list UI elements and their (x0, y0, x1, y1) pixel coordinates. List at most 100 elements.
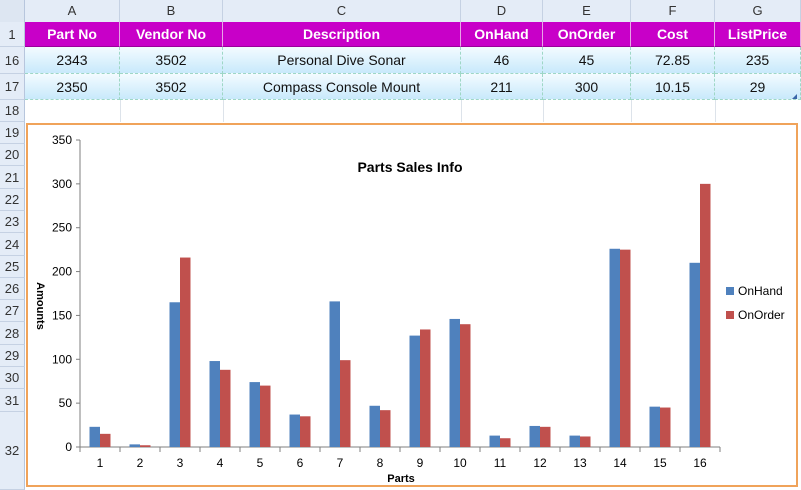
table-cell[interactable]: 10.15 (631, 74, 715, 100)
legend-swatch-onhand (726, 287, 734, 295)
select-all-corner[interactable] (0, 0, 25, 22)
bar-onorder-12 (540, 426, 551, 447)
row-header[interactable]: 24 (0, 233, 25, 256)
gridline (461, 100, 462, 122)
bar-onhand-12 (529, 425, 540, 447)
row-header[interactable]: 32 (0, 412, 25, 490)
x-tick-label: 10 (453, 456, 467, 470)
row-header[interactable]: 16 (0, 47, 25, 74)
x-tick-label: 6 (297, 456, 304, 470)
y-tick-label: 300 (52, 177, 72, 191)
row-header[interactable]: 21 (0, 166, 25, 189)
row-header[interactable]: 31 (0, 389, 25, 412)
column-header-a[interactable]: A (25, 0, 120, 22)
x-tick-label: 2 (137, 456, 144, 470)
table-cell[interactable]: 2343 (25, 47, 120, 74)
row-header[interactable]: 23 (0, 211, 25, 233)
row-header[interactable]: 19 (0, 122, 25, 144)
column-header-c[interactable]: C (223, 0, 461, 22)
row-header[interactable]: 30 (0, 367, 25, 389)
legend-swatch-onorder (726, 311, 734, 319)
y-axis-label: Amounts (34, 282, 46, 330)
x-tick-label: 3 (177, 456, 184, 470)
row-header[interactable]: 28 (0, 322, 25, 345)
row-header[interactable]: 22 (0, 189, 25, 211)
bar-onorder-10 (460, 324, 471, 447)
chart-title: Parts Sales Info (357, 159, 462, 175)
table-cell[interactable]: 72.85 (631, 47, 715, 74)
bar-onhand-14 (609, 248, 620, 447)
row-header[interactable]: 29 (0, 345, 25, 367)
column-header-e[interactable]: E (543, 0, 631, 22)
row-header[interactable]: 25 (0, 256, 25, 278)
row-header[interactable]: 27 (0, 300, 25, 322)
gridline (715, 100, 716, 122)
column-header-g[interactable]: G (715, 0, 801, 22)
column-header-d[interactable]: D (461, 0, 543, 22)
y-tick-label: 100 (52, 352, 72, 366)
header-cell-listprice[interactable]: ListPrice (715, 22, 801, 47)
header-cell-cost[interactable]: Cost (631, 22, 715, 47)
bar-onhand-10 (449, 318, 460, 447)
bar-onorder-7 (340, 360, 351, 447)
column-header-bar: A B C D E F G (0, 0, 801, 23)
x-tick-label: 14 (613, 456, 627, 470)
row-header[interactable]: 1 (0, 22, 25, 47)
bar-onhand-7 (329, 301, 340, 447)
bar-onhand-8 (369, 405, 380, 447)
table-cell[interactable]: 235 (715, 47, 801, 74)
row-header[interactable]: 17 (0, 74, 25, 100)
row-header[interactable]: 18 (0, 100, 25, 122)
y-tick-label: 200 (52, 265, 72, 279)
bar-onhand-5 (249, 382, 260, 447)
table-cell[interactable]: 3502 (120, 47, 223, 74)
bar-onorder-2 (140, 445, 151, 447)
column-header-b[interactable]: B (120, 0, 223, 22)
bar-onorder-15 (660, 407, 671, 447)
table-cell[interactable]: Compass Console Mount (223, 74, 461, 100)
y-tick-label: 150 (52, 308, 72, 322)
table-resize-handle-icon[interactable] (792, 94, 797, 99)
gridline (631, 100, 632, 122)
header-cell-vendor-no[interactable]: Vendor No (120, 22, 223, 47)
legend-label-onhand: OnHand (738, 284, 783, 298)
bar-onorder-8 (380, 410, 391, 447)
table-cell[interactable]: 29 (715, 74, 801, 100)
y-tick-label: 50 (59, 396, 73, 410)
table-cell[interactable]: Personal Dive Sonar (223, 47, 461, 74)
x-tick-label: 5 (257, 456, 264, 470)
header-cell-onhand[interactable]: OnHand (461, 22, 543, 47)
x-tick-label: 7 (337, 456, 344, 470)
table-cell[interactable]: 2350 (25, 74, 120, 100)
bar-onorder-3 (180, 257, 191, 447)
table-cell[interactable]: 45 (543, 47, 631, 74)
bar-onorder-9 (420, 329, 431, 447)
bar-onorder-14 (620, 249, 631, 447)
bar-onorder-13 (580, 436, 591, 447)
table-cell[interactable]: 300 (543, 74, 631, 100)
table-cell[interactable]: 3502 (120, 74, 223, 100)
row-header[interactable]: 26 (0, 278, 25, 300)
x-tick-label: 9 (417, 456, 424, 470)
bar-onhand-15 (649, 406, 660, 447)
bar-onhand-9 (409, 335, 420, 447)
chart-object[interactable]: Parts Sales Info Amounts Parts 0 50 100 150… (26, 123, 798, 487)
header-cell-part-no[interactable]: Part No (25, 22, 120, 47)
x-tick-label: 15 (653, 456, 667, 470)
table-cell[interactable]: 211 (461, 74, 543, 100)
gridline (120, 100, 121, 122)
row-header[interactable]: 20 (0, 144, 25, 166)
header-cell-description[interactable]: Description (223, 22, 461, 47)
bar-onhand-2 (129, 444, 140, 447)
table-cell[interactable]: 46 (461, 47, 543, 74)
x-tick-label: 13 (573, 456, 587, 470)
header-cell-onorder[interactable]: OnOrder (543, 22, 631, 47)
bar-onorder-16 (700, 183, 711, 447)
x-tick-label: 1 (97, 456, 104, 470)
gridline (543, 100, 544, 122)
x-tick-label: 12 (533, 456, 547, 470)
y-tick-label: 350 (52, 133, 72, 147)
column-header-f[interactable]: F (631, 0, 715, 22)
empty-row[interactable] (25, 100, 801, 122)
